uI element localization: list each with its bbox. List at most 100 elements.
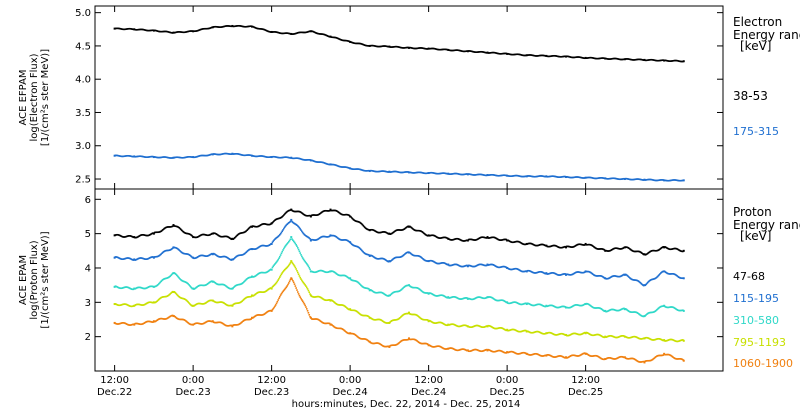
trail-dot xyxy=(385,345,387,348)
trail-dot xyxy=(504,329,507,331)
trail-dot xyxy=(493,351,495,353)
trail-dot xyxy=(400,315,403,318)
trail-dot xyxy=(523,329,526,332)
trail-dot xyxy=(530,175,532,177)
trail-dot xyxy=(279,254,282,256)
trail-dot xyxy=(610,177,612,180)
trail-dot xyxy=(364,170,367,172)
trail-dot xyxy=(165,277,167,280)
trail-dot xyxy=(464,265,467,267)
trail-dot xyxy=(159,297,162,299)
trail-dot xyxy=(660,59,662,62)
trail-dot xyxy=(498,349,500,352)
trail-dot xyxy=(207,300,209,303)
trail-dot xyxy=(379,291,382,294)
trail-dot xyxy=(332,209,335,212)
trail-dot xyxy=(393,230,396,233)
trail-dot xyxy=(504,238,507,241)
trail-dot xyxy=(411,338,414,341)
trail-dot xyxy=(377,45,379,48)
trail-dot xyxy=(340,166,342,168)
trail-dot xyxy=(244,25,247,28)
trail-dot xyxy=(577,56,580,58)
trail-dot xyxy=(595,57,598,60)
trail-dot xyxy=(357,246,360,248)
trail-dot xyxy=(115,303,118,306)
trail-dot xyxy=(239,25,242,27)
trail-dot xyxy=(286,242,288,245)
trail-dot xyxy=(399,317,401,319)
trail-dot xyxy=(385,45,387,47)
trail-dot xyxy=(118,234,121,237)
trail-dot xyxy=(453,238,455,241)
trail-dot xyxy=(259,245,261,248)
trail-dot xyxy=(621,356,624,358)
trail-dot xyxy=(490,326,493,328)
trail-dot xyxy=(610,357,613,360)
trail-dot xyxy=(568,176,571,179)
trail-dot xyxy=(378,45,381,48)
trail-dot xyxy=(343,305,346,307)
trail-dot xyxy=(170,248,172,251)
trail-dot xyxy=(126,235,128,238)
trail-dot xyxy=(631,357,634,360)
trail-dot xyxy=(461,348,463,350)
trail-dot xyxy=(677,340,679,343)
trail-dot xyxy=(170,31,172,34)
trail-dot xyxy=(313,239,315,241)
trail-dot xyxy=(418,171,420,174)
trail-dot xyxy=(655,179,658,182)
trail-dot xyxy=(405,252,408,254)
trail-dot xyxy=(602,248,605,251)
trail-dot xyxy=(278,277,280,280)
trail-dot xyxy=(596,275,598,277)
trail-dot xyxy=(659,179,661,181)
trail-dot xyxy=(576,271,579,273)
trail-dot xyxy=(197,255,199,258)
trail-dot xyxy=(266,270,269,273)
data-point xyxy=(211,320,214,323)
trail-dot xyxy=(142,287,145,290)
trail-dot xyxy=(511,268,513,271)
trail-dot xyxy=(216,321,219,324)
trail-dot xyxy=(469,50,472,52)
series-0 xyxy=(113,208,685,256)
trail-dot xyxy=(468,350,471,353)
trail-dot xyxy=(632,311,634,313)
trail-dot xyxy=(156,300,158,302)
trail-dot xyxy=(577,304,580,306)
trail-dot xyxy=(581,271,584,274)
trail-dot xyxy=(411,172,414,174)
trail-dot xyxy=(581,304,584,307)
trail-dot xyxy=(175,317,178,319)
trail-dot xyxy=(385,170,387,173)
trail-dot xyxy=(395,170,398,173)
trail-dot xyxy=(611,275,614,278)
trail-dot xyxy=(570,246,573,248)
trail-dot xyxy=(654,277,656,280)
trail-dot xyxy=(680,339,683,342)
trail-dot xyxy=(433,172,436,174)
trail-dot xyxy=(431,321,434,324)
trail-dot xyxy=(555,306,557,309)
trail-dot xyxy=(219,283,221,286)
data-point xyxy=(584,352,587,355)
trail-dot xyxy=(213,153,216,155)
trail-dot xyxy=(255,292,257,295)
trail-dot xyxy=(582,332,584,335)
trail-dot xyxy=(593,245,595,248)
trail-dot xyxy=(489,236,492,239)
trail-dot xyxy=(533,272,535,274)
data-point xyxy=(172,31,175,34)
trail-dot xyxy=(150,29,153,32)
trail-dot xyxy=(532,304,535,307)
trail-dot xyxy=(398,342,400,344)
trail-dot xyxy=(650,311,652,314)
trail-dot xyxy=(175,31,177,34)
trail-dot xyxy=(599,275,602,277)
trail-dot xyxy=(184,281,187,283)
trail-dot xyxy=(480,263,483,266)
trail-dot xyxy=(515,329,517,332)
trail-dot xyxy=(161,30,163,33)
trail-dot xyxy=(355,168,358,170)
